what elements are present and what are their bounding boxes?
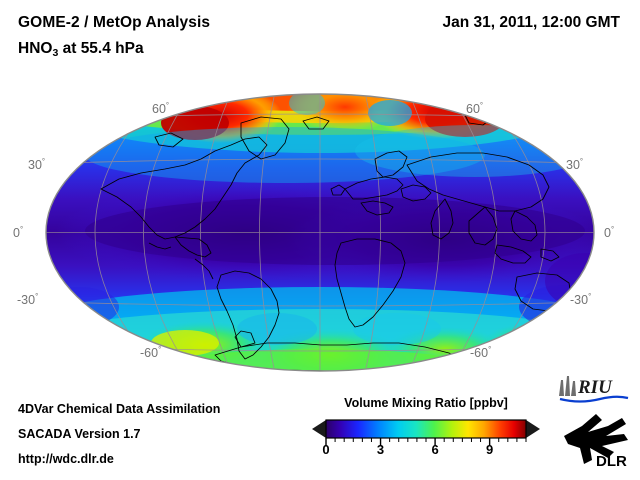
lat-label-right-30: 30°	[566, 157, 584, 173]
dlr-logo: DLR	[564, 414, 628, 468]
chimney-icon	[559, 376, 576, 396]
footer-line-url[interactable]: http://wdc.dlr.de	[18, 452, 114, 466]
footer-line-method: 4DVar Chemical Data Assimilation	[18, 402, 221, 416]
degree-symbol: °	[610, 225, 615, 234]
colorbar-title: Volume Mixing Ratio [ppbv]	[344, 396, 508, 410]
riu-logo: RIU	[559, 376, 629, 403]
riu-swoosh	[559, 395, 629, 403]
colorbar-tick-3: 3	[376, 442, 385, 457]
degree-symbol: °	[41, 157, 46, 166]
species-level-label: HNO3 at 55.4 hPa	[18, 40, 144, 59]
colorbar-tick-0: 0	[322, 442, 330, 457]
lat-label-left-m60: -60°	[140, 345, 162, 361]
mollweide-map	[45, 93, 595, 372]
degree-symbol: °	[165, 101, 170, 110]
page-title: GOME-2 / MetOp Analysis	[18, 14, 211, 31]
species-prefix: HNO	[18, 40, 53, 57]
riu-wordmark: RIU	[577, 377, 613, 398]
degree-symbol: °	[588, 292, 592, 301]
species-suffix: at 55.4 hPa	[58, 40, 144, 57]
degree-symbol: °	[35, 292, 39, 301]
lat-label-left-m30: -30°	[17, 292, 39, 308]
map-panel	[45, 93, 595, 372]
degree-symbol: °	[19, 225, 24, 234]
footer-line-version: SACADA Version 1.7	[18, 427, 141, 441]
species-subscript: 3	[52, 47, 59, 59]
colorbar-tick-9: 9	[486, 442, 494, 457]
colorbar-tick-6: 6	[431, 442, 439, 457]
degree-symbol: °	[579, 157, 584, 166]
lat-label-left-60: 60°	[152, 101, 170, 117]
lat-label-right-m30: -30°	[570, 292, 592, 308]
degree-symbol: °	[158, 345, 162, 354]
lat-label-left-0: 0°	[13, 225, 24, 241]
lat-label-right-0: 0°	[604, 225, 615, 241]
degree-symbol: °	[479, 101, 484, 110]
colorbar-tick-labels: 0 3 6 9	[310, 442, 542, 462]
lat-label-left-30: 30°	[28, 157, 46, 173]
graticule	[46, 94, 594, 371]
colorbar-gradient	[310, 418, 542, 446]
dlr-bird-icon	[564, 414, 628, 464]
colorbar-cap-left	[312, 420, 326, 438]
lat-label-right-m60: -60°	[470, 345, 492, 361]
timestamp-label: Jan 31, 2011, 12:00 GMT	[442, 14, 621, 31]
lat-label-right-60: 60°	[466, 101, 484, 117]
dlr-wordmark: DLR	[596, 453, 627, 468]
colorbar: Volume Mixing Ratio [ppbv] 0 3 6 9	[310, 396, 542, 470]
colorbar-cap-right	[526, 420, 540, 438]
degree-symbol: °	[488, 345, 492, 354]
map-border	[45, 93, 595, 372]
